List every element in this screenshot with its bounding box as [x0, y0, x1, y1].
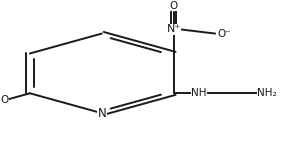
Text: NH₂: NH₂ [257, 88, 277, 98]
Text: N⁺: N⁺ [167, 24, 181, 34]
Text: O⁻: O⁻ [217, 29, 231, 39]
Text: O: O [0, 95, 9, 105]
Text: NH: NH [191, 88, 207, 98]
Text: O: O [170, 1, 178, 11]
Text: N: N [97, 107, 106, 120]
